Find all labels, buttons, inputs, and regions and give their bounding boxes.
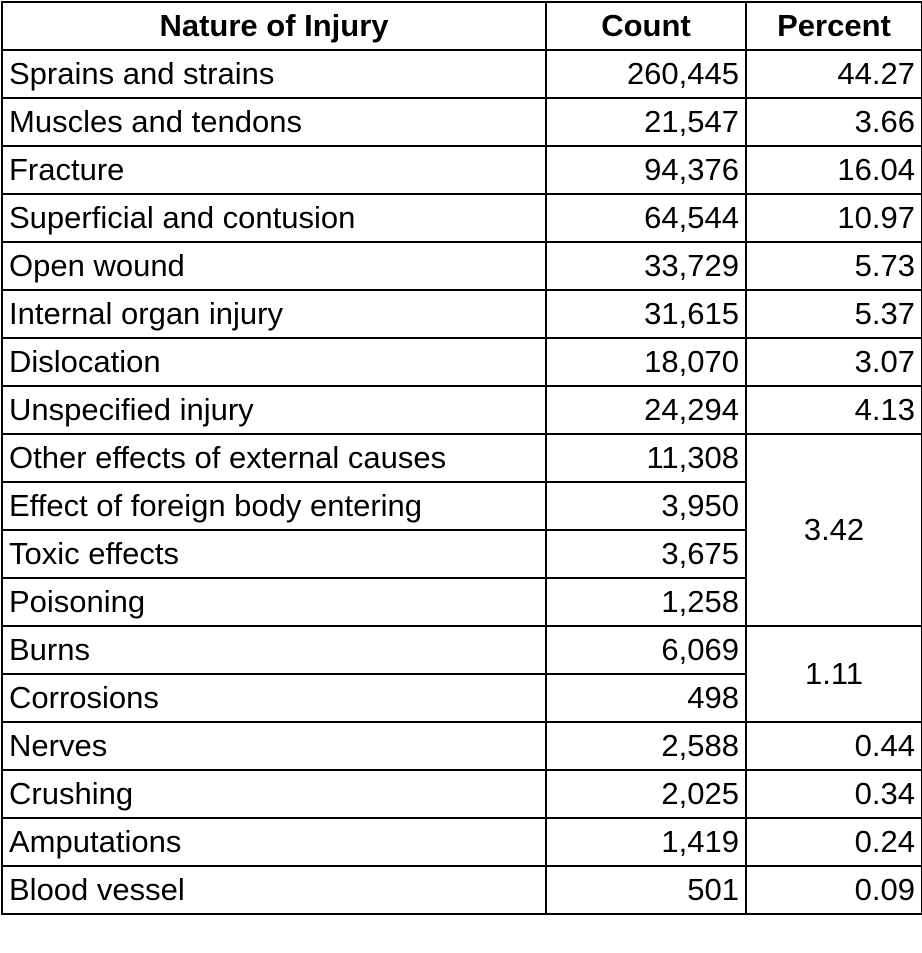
row-count: 1,419 [545,817,747,867]
row-percent: 4.13 [745,385,922,435]
row-count: 24,294 [545,385,747,435]
row-name: Effect of foreign body entering [1,481,547,531]
table-row: Poisoning 1,258 [1,577,922,627]
header-count: Count [545,1,747,51]
table-row: Dislocation 18,070 3.07 [1,337,922,387]
table-row: Muscles and tendons 21,547 3.66 [1,97,922,147]
row-count: 260,445 [545,49,747,99]
row-count: 11,308 [545,433,747,483]
row-percent: 16.04 [745,145,922,195]
table-row: Nerves 2,588 0.44 [1,721,922,771]
row-name: Internal organ injury [1,289,547,339]
row-name: Burns [1,625,547,675]
table-row: Effect of foreign body entering 3,950 [1,481,922,531]
row-count: 501 [545,865,747,915]
merged-percent-value: 1.11 [804,656,864,691]
table-row: Fracture 94,376 16.04 [1,145,922,195]
table-row: Toxic effects 3,675 [1,529,922,579]
table-row: Superficial and contusion 64,544 10.97 [1,193,922,243]
row-percent: 5.37 [745,289,922,339]
row-name: Corrosions [1,673,547,723]
row-count: 3,675 [545,529,747,579]
row-name: Amputations [1,817,547,867]
row-percent: 0.34 [745,769,922,819]
table-row: Amputations 1,419 0.24 [1,817,922,867]
row-count: 21,547 [545,97,747,147]
table-row: Open wound 33,729 5.73 [1,241,922,291]
row-name: Nerves [1,721,547,771]
row-name: Toxic effects [1,529,547,579]
table-row: Blood vessel 501 0.09 [1,865,922,915]
table-row: Unspecified injury 24,294 4.13 [1,385,922,435]
table-row: Other effects of external causes 11,308 … [1,433,922,627]
table-row: Crushing 2,025 0.34 [1,769,922,819]
row-count: 31,615 [545,289,747,339]
row-name: Other effects of external causes [1,433,547,483]
header-percent: Percent [745,1,922,51]
header-row: Nature of Injury Count Percent [1,1,922,51]
injury-table: Nature of Injury Count Percent Sprains a… [1,1,922,915]
merged-percent-cell: 1.11 [745,625,922,723]
row-percent: 3.66 [745,97,922,147]
row-count: 18,070 [545,337,747,387]
row-percent: 0.44 [745,721,922,771]
row-count: 2,588 [545,721,747,771]
row-name: Crushing [1,769,547,819]
row-name: Muscles and tendons [1,97,547,147]
row-percent: 0.24 [745,817,922,867]
row-percent: 44.27 [745,49,922,99]
injury-table-container: Nature of Injury Count Percent Sprains a… [1,1,922,915]
row-count: 3,950 [545,481,747,531]
row-percent: 0.09 [745,865,922,915]
merged-percent-cell: 3.42 [745,433,922,627]
row-name: Unspecified injury [1,385,547,435]
row-percent: 10.97 [745,193,922,243]
row-count: 33,729 [545,241,747,291]
row-name: Superficial and contusion [1,193,547,243]
row-name: Dislocation [1,337,547,387]
merged-percent-value: 3.42 [803,512,865,547]
table-row: Sprains and strains 260,445 44.27 [1,49,922,99]
row-count: 94,376 [545,145,747,195]
row-percent: 5.73 [745,241,922,291]
header-nature-of-injury: Nature of Injury [1,1,547,51]
row-count: 498 [545,673,747,723]
row-count: 64,544 [545,193,747,243]
table-row: Internal organ injury 31,615 5.37 [1,289,922,339]
row-count: 6,069 [545,625,747,675]
row-count: 1,258 [545,577,747,627]
table-row: Corrosions 498 [1,673,922,723]
row-percent: 3.07 [745,337,922,387]
row-name: Poisoning [1,577,547,627]
row-name: Blood vessel [1,865,547,915]
row-name: Sprains and strains [1,49,547,99]
row-count: 2,025 [545,769,747,819]
row-name: Open wound [1,241,547,291]
row-name: Fracture [1,145,547,195]
table-row: Burns 6,069 1.11 [1,625,922,723]
